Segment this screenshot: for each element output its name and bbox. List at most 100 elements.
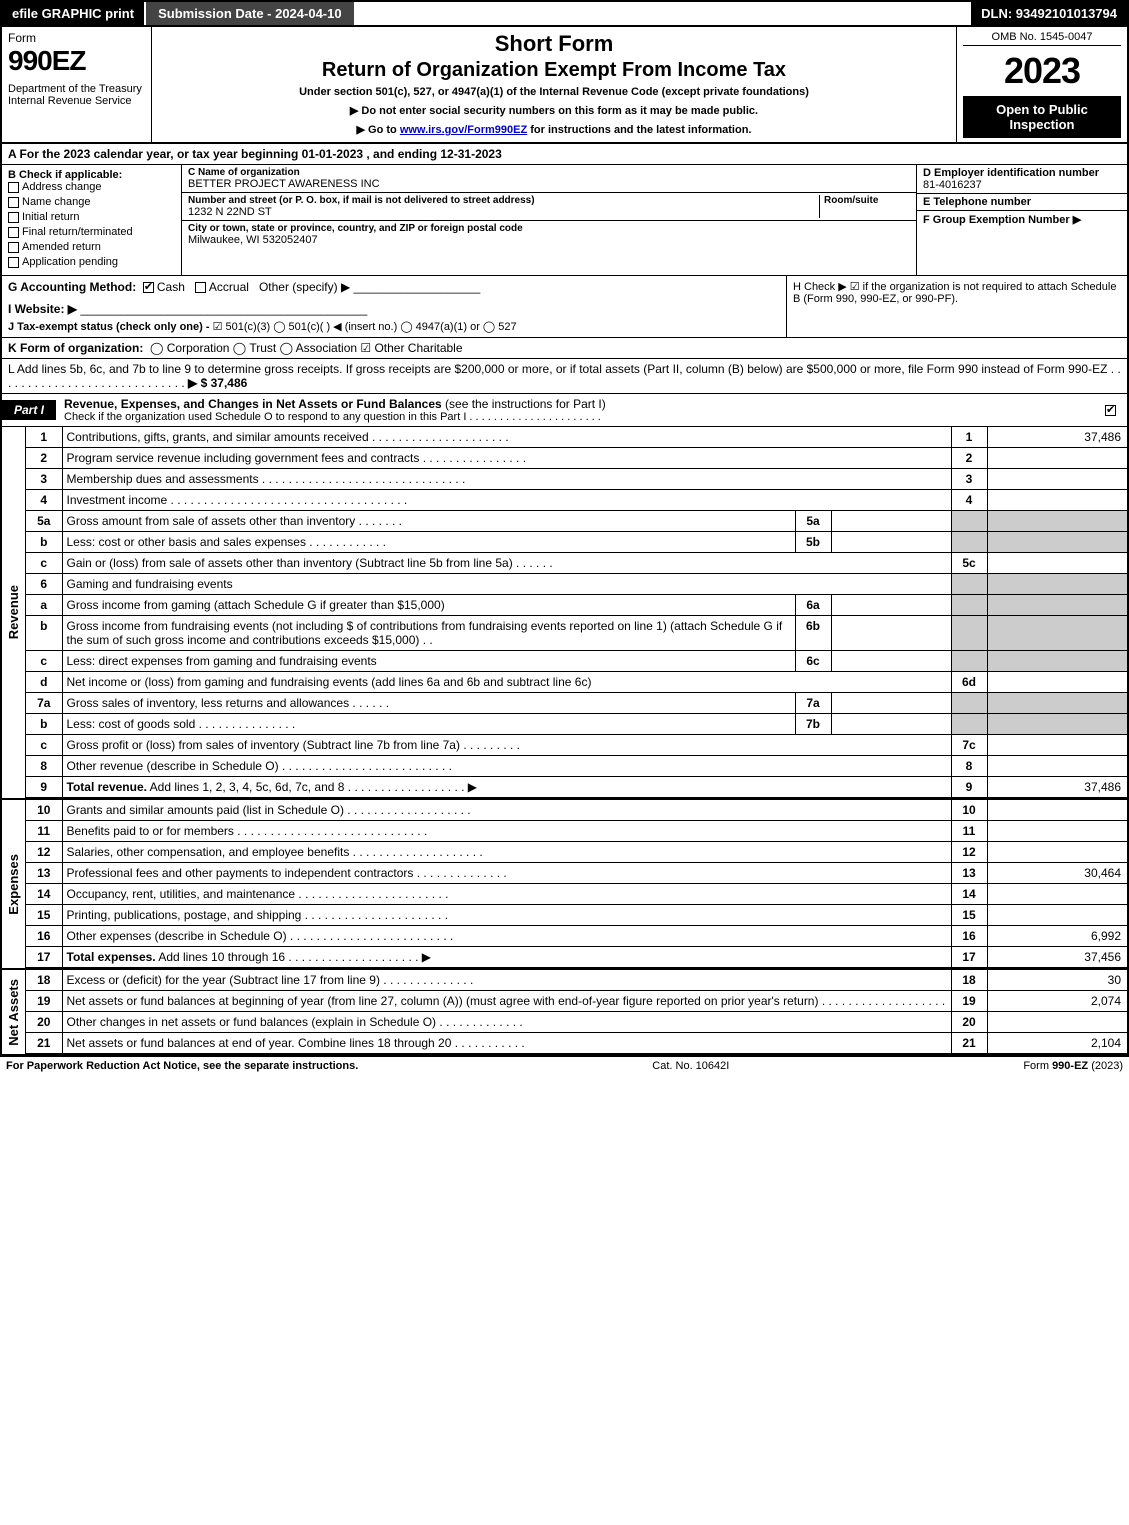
line-6d: dNet income or (loss) from gaming and fu… [26,672,1127,693]
line-16: 16Other expenses (describe in Schedule O… [26,926,1127,947]
line-8: 8Other revenue (describe in Schedule O) … [26,756,1127,777]
line-9: 9Total revenue. Add lines 1, 2, 3, 4, 5c… [26,777,1127,798]
no-ssn-warning: ▶ Do not enter social security numbers o… [158,104,950,117]
form-number: 990EZ [8,45,145,77]
footer-paperwork: For Paperwork Reduction Act Notice, see … [6,1060,358,1072]
phone-label: E Telephone number [923,196,1031,208]
line-5b: bLess: cost or other basis and sales exp… [26,532,1127,553]
line-20: 20Other changes in net assets or fund ba… [26,1012,1127,1033]
section-bcd-grid: B Check if applicable: Address change Na… [2,165,1127,276]
group-label: F Group Exemption Number ▶ [923,214,1081,226]
footer-catno: Cat. No. 10642I [652,1060,729,1072]
line-17: 17Total expenses. Add lines 10 through 1… [26,947,1127,968]
expenses-side-label: Expenses [2,800,26,968]
line-6b: bGross income from fundraising events (n… [26,616,1127,651]
check-amended-return[interactable]: Amended return [8,241,175,253]
omb-number: OMB No. 1545-0047 [963,31,1121,46]
line-14: 14Occupancy, rent, utilities, and mainte… [26,884,1127,905]
line-18: 18Excess or (deficit) for the year (Subt… [26,970,1127,991]
header-center: Short Form Return of Organization Exempt… [152,27,957,142]
group-cell: F Group Exemption Number ▶ [917,211,1127,228]
check-name-change[interactable]: Name change [8,196,175,208]
netassets-side-label: Net Assets [2,970,26,1054]
line-4: 4Investment income . . . . . . . . . . .… [26,490,1127,511]
footer-form: Form 990-EZ (2023) [1023,1060,1123,1072]
line-5c: cGain or (loss) from sale of assets othe… [26,553,1127,574]
goto-instructions: ▶ Go to www.irs.gov/Form990EZ for instru… [158,123,950,136]
check-final-return[interactable]: Final return/terminated [8,226,175,238]
line-12: 12Salaries, other compensation, and empl… [26,842,1127,863]
top-bar: efile GRAPHIC print Submission Date - 20… [2,2,1127,27]
section-c: C Name of organization BETTER PROJECT AW… [182,165,917,275]
org-name-cell: C Name of organization BETTER PROJECT AW… [182,165,916,193]
check-accrual[interactable] [195,282,206,293]
part-1-tab: Part I [2,400,56,420]
netassets-table: 18Excess or (deficit) for the year (Subt… [26,970,1127,1054]
check-cash[interactable] [143,282,154,293]
phone-cell: E Telephone number [917,194,1127,211]
city-cell: City or town, state or province, country… [182,221,916,248]
form-header: Form 990EZ Department of the Treasury In… [2,27,1127,144]
city-label: City or town, state or province, country… [188,223,910,234]
part-1-header: Part I Revenue, Expenses, and Changes in… [2,394,1127,427]
line-6: 6Gaming and fundraising events [26,574,1127,595]
expenses-table: 10Grants and similar amounts paid (list … [26,800,1127,968]
ein-label: D Employer identification number [923,167,1099,179]
line-13: 13Professional fees and other payments t… [26,863,1127,884]
line-5a: 5aGross amount from sale of assets other… [26,511,1127,532]
line-6c: cLess: direct expenses from gaming and f… [26,651,1127,672]
short-form-title: Short Form [158,31,950,57]
line-1: 1Contributions, gifts, grants, and simil… [26,427,1127,448]
ein-cell: D Employer identification number 81-4016… [917,165,1127,194]
line-10: 10Grants and similar amounts paid (list … [26,800,1127,821]
section-b: B Check if applicable: Address change Na… [2,165,182,275]
return-title: Return of Organization Exempt From Incom… [158,59,950,82]
department-label: Department of the Treasury Internal Reve… [8,83,145,107]
line-6a: aGross income from gaming (attach Schedu… [26,595,1127,616]
tax-year: 2023 [963,50,1121,92]
line-7a: 7aGross sales of inventory, less returns… [26,693,1127,714]
city-value: Milwaukee, WI 532052407 [188,234,910,246]
part-1-title: Revenue, Expenses, and Changes in Net As… [56,394,614,426]
section-g: G Accounting Method: Cash Accrual Other … [8,280,780,294]
expenses-section: Expenses 10Grants and similar amounts pa… [2,798,1127,968]
line-3: 3Membership dues and assessments . . . .… [26,469,1127,490]
street-value: 1232 N 22ND ST [188,206,815,218]
efile-print-button[interactable]: efile GRAPHIC print [2,2,144,25]
section-k: K Form of organization: ◯ Corporation ◯ … [2,338,1127,359]
under-section-text: Under section 501(c), 527, or 4947(a)(1)… [158,86,950,98]
section-l: L Add lines 5b, 6c, and 7b to line 9 to … [2,359,1127,394]
line-11: 11Benefits paid to or for members . . . … [26,821,1127,842]
line-21: 21Net assets or fund balances at end of … [26,1033,1127,1054]
form-990ez-page: efile GRAPHIC print Submission Date - 20… [0,0,1129,1056]
org-name-value: BETTER PROJECT AWARENESS INC [188,178,910,190]
org-name-label: C Name of organization [188,167,910,178]
check-address-change[interactable]: Address change [8,181,175,193]
section-i: I Website: ▶ ___________________________… [8,302,780,316]
line-19: 19Net assets or fund balances at beginni… [26,991,1127,1012]
page-footer: For Paperwork Reduction Act Notice, see … [0,1056,1129,1075]
section-b-title: B Check if applicable: [8,169,175,181]
check-application-pending[interactable]: Application pending [8,256,175,268]
section-g-i-j: G Accounting Method: Cash Accrual Other … [2,276,787,337]
revenue-section: Revenue 1Contributions, gifts, grants, a… [2,427,1127,798]
revenue-table: 1Contributions, gifts, grants, and simil… [26,427,1127,798]
line-15: 15Printing, publications, postage, and s… [26,905,1127,926]
part-1-check[interactable] [1105,403,1119,417]
header-right: OMB No. 1545-0047 2023 Open to Public In… [957,27,1127,142]
irs-link[interactable]: www.irs.gov/Form990EZ [400,124,527,136]
submission-date: Submission Date - 2024-04-10 [144,2,356,25]
ein-value: 81-4016237 [923,179,1121,191]
check-initial-return[interactable]: Initial return [8,211,175,223]
line-7c: cGross profit or (loss) from sales of in… [26,735,1127,756]
line-7b: bLess: cost of goods sold . . . . . . . … [26,714,1127,735]
street-label: Number and street (or P. O. box, if mail… [188,195,815,206]
line-2: 2Program service revenue including gover… [26,448,1127,469]
section-j: J Tax-exempt status (check only one) - ☑… [8,320,780,333]
section-def: D Employer identification number 81-4016… [917,165,1127,275]
section-h: H Check ▶ ☑ if the organization is not r… [787,276,1127,337]
dln-number: DLN: 93492101013794 [971,2,1127,25]
room-label: Room/suite [824,195,910,206]
row-a-tax-year: A For the 2023 calendar year, or tax yea… [2,144,1127,165]
revenue-side-label: Revenue [2,427,26,798]
